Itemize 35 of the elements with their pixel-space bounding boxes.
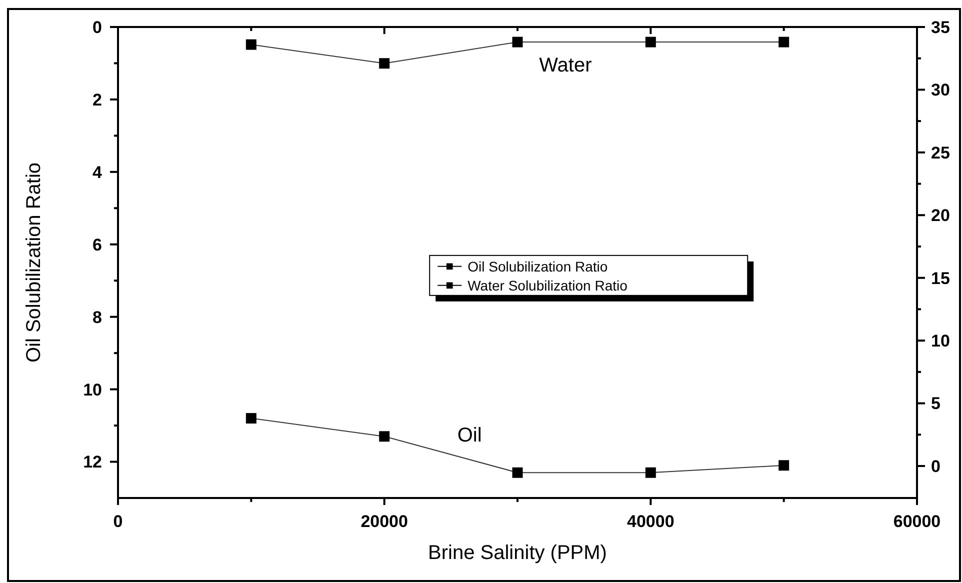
- y-tick-label: 8: [92, 308, 102, 327]
- point: [246, 39, 256, 50]
- y2-tick-label: 35: [931, 18, 950, 37]
- y2-tick-label: 10: [931, 332, 950, 351]
- y2-tick-label: 25: [931, 143, 950, 162]
- y-tick-label: 4: [92, 162, 103, 182]
- y-tick-label: 0: [92, 18, 102, 37]
- point: [379, 431, 390, 442]
- point: [512, 36, 523, 48]
- point: [379, 58, 390, 69]
- y-tick-label: 10: [83, 380, 102, 400]
- y-tick-label: 12: [83, 452, 102, 472]
- point: [645, 467, 656, 478]
- point: [512, 467, 523, 478]
- y2-tick-label: 30: [931, 80, 950, 100]
- annotation: Oil: [457, 424, 482, 446]
- y-tick-label: 2: [92, 90, 102, 110]
- point: [778, 36, 790, 48]
- y2-tick-label: 15: [931, 268, 950, 288]
- point: [778, 460, 790, 471]
- y2-tick-label: 20: [931, 206, 950, 226]
- point: [246, 413, 256, 424]
- x-axis-title: Brine Salinity (PPM): [428, 542, 607, 564]
- y-tick-label: 6: [92, 235, 102, 254]
- legend-label: Water Solubilization Ratio: [468, 277, 628, 294]
- y-axis-title: Oil Solubilization Ratio: [23, 162, 45, 363]
- legend-label: Oil Solubilization Ratio: [468, 258, 608, 274]
- x-tick-label: 40000: [627, 512, 674, 531]
- annotation: Water: [539, 54, 592, 77]
- point: [645, 36, 656, 48]
- y2-tick-label: 5: [931, 394, 940, 414]
- x-tick-label: 60000: [893, 512, 941, 531]
- y2-tick-label: 0: [931, 456, 940, 476]
- x-tick-label: 20000: [360, 512, 408, 531]
- x-tick-label: 0: [113, 512, 123, 531]
